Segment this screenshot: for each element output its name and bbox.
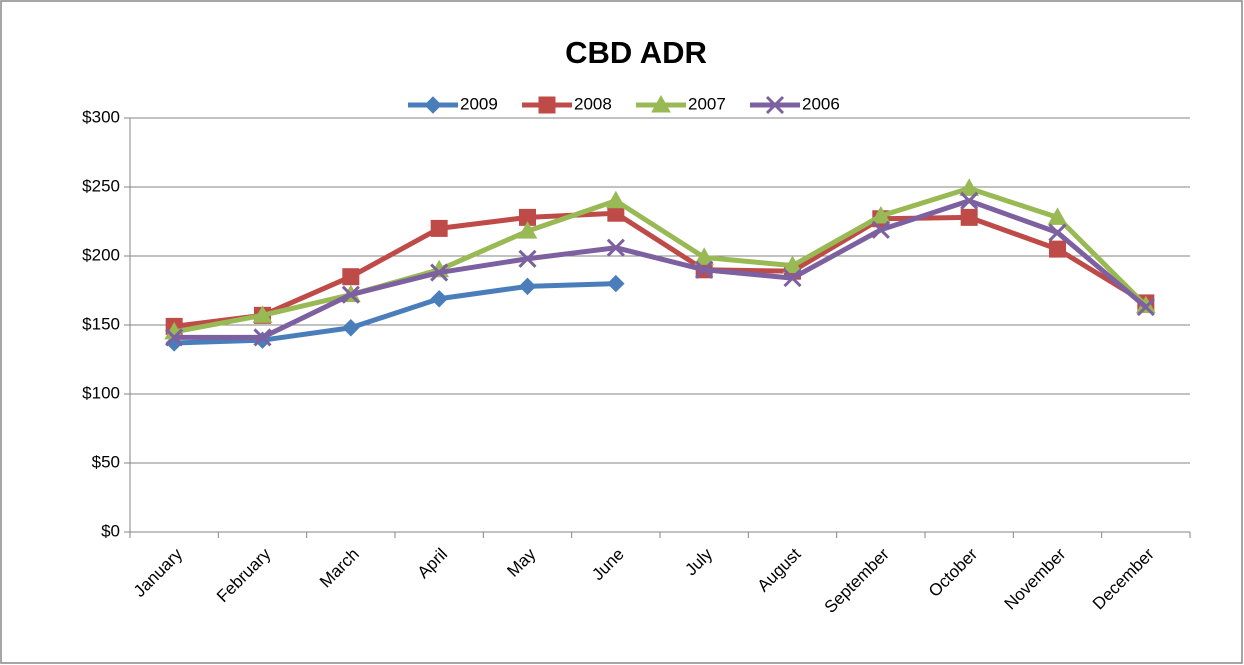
y-tick-label: $200 bbox=[82, 245, 120, 264]
data-point bbox=[783, 269, 802, 288]
data-point bbox=[959, 178, 980, 196]
legend: 2009 2008 2007 2006 bbox=[408, 94, 840, 115]
data-point bbox=[1047, 207, 1068, 225]
legend-marker bbox=[424, 96, 442, 114]
data-point bbox=[1136, 297, 1155, 317]
data-point bbox=[253, 328, 272, 347]
data-point bbox=[870, 205, 891, 224]
legend-marker bbox=[538, 96, 556, 114]
legend-label: 2009 bbox=[460, 94, 498, 113]
data-point bbox=[606, 238, 625, 257]
data-point bbox=[1048, 223, 1067, 242]
data-point bbox=[430, 263, 449, 282]
legend-marker bbox=[651, 94, 671, 113]
chart-title: CBD ADR bbox=[565, 35, 707, 70]
data-point bbox=[960, 208, 978, 226]
legend-label: 2006 bbox=[802, 94, 840, 113]
series-line bbox=[173, 210, 1148, 329]
data-point bbox=[252, 305, 273, 323]
data-point bbox=[430, 290, 448, 308]
data-point bbox=[871, 220, 890, 239]
series-line bbox=[174, 198, 1148, 340]
data-point bbox=[430, 219, 448, 237]
data-point bbox=[165, 328, 184, 347]
y-tick-label: $0 bbox=[101, 521, 120, 540]
data-point bbox=[960, 191, 979, 210]
data-point bbox=[518, 277, 537, 296]
series-line bbox=[174, 281, 616, 346]
y-tick-label: $100 bbox=[82, 383, 120, 402]
y-tick-label: $300 bbox=[82, 107, 120, 126]
data-point bbox=[341, 285, 360, 304]
legend-label: 2007 bbox=[688, 94, 726, 113]
series-line bbox=[173, 185, 1148, 335]
data-point bbox=[342, 319, 360, 337]
data-point bbox=[607, 274, 625, 293]
data-point bbox=[518, 249, 537, 268]
y-tick-label: $150 bbox=[82, 314, 120, 333]
data-point bbox=[782, 255, 803, 274]
data-point bbox=[695, 260, 714, 279]
legend-label: 2008 bbox=[574, 94, 612, 113]
data-point bbox=[694, 247, 715, 265]
data-point bbox=[517, 221, 538, 239]
legend-marker bbox=[765, 95, 785, 115]
y-tick-label: $50 bbox=[92, 452, 120, 471]
y-tick-label: $250 bbox=[82, 176, 120, 195]
data-point bbox=[1049, 240, 1066, 258]
data-point bbox=[342, 268, 360, 286]
data-point bbox=[605, 190, 626, 209]
